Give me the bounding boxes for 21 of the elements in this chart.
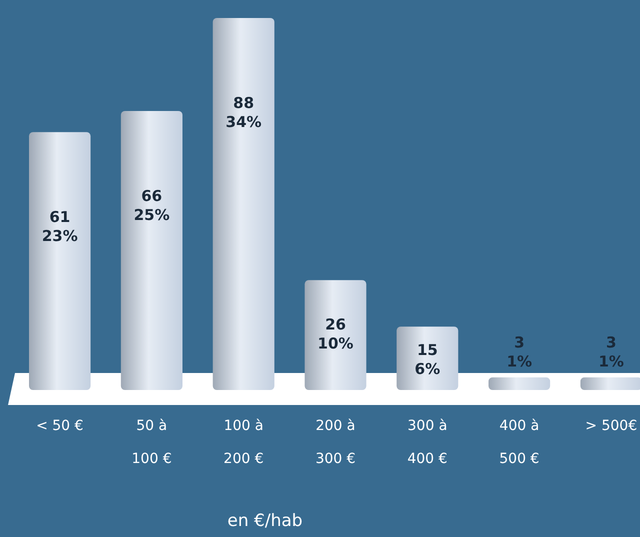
- bar: [120, 111, 182, 390]
- bar: [396, 326, 458, 390]
- data-label: 66 25%: [134, 187, 170, 224]
- bar: [29, 132, 91, 390]
- bar: [304, 280, 366, 390]
- x-axis-title: en €/hab: [227, 511, 303, 531]
- data-label: 15 6%: [414, 341, 440, 378]
- x-tick-label: < 50 €: [36, 418, 84, 434]
- data-label: 88 34%: [226, 94, 262, 131]
- data-label: 61 23%: [42, 208, 78, 246]
- data-label: 3 1%: [506, 333, 532, 370]
- x-tick-label: > 500€: [585, 418, 638, 434]
- bar: [488, 377, 550, 390]
- data-label: 26 10%: [318, 316, 354, 353]
- category-label: 200 à 300 €: [315, 418, 356, 467]
- bar: [212, 18, 274, 390]
- category-label: 100 à 200 €: [224, 418, 264, 467]
- category-label: 50 à 100 €: [132, 418, 172, 467]
- category-label: 400 à 500 €: [499, 418, 540, 467]
- data-label: 3 1%: [598, 333, 624, 370]
- category-label: 300 à 400 €: [407, 418, 448, 467]
